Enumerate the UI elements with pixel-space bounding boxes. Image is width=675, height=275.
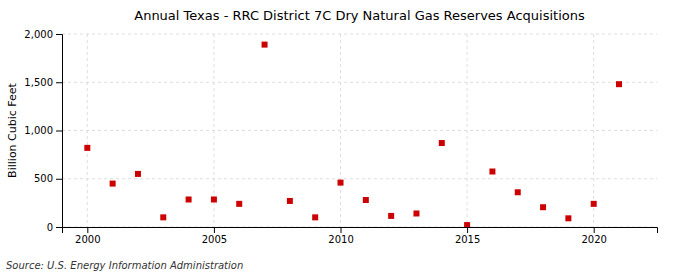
tick-label: 500: [34, 173, 53, 184]
point: [135, 171, 141, 177]
point: [287, 198, 293, 204]
tick: 2005: [202, 227, 227, 245]
point: [489, 169, 495, 175]
x-axis: 2000 2005 2010 2015 2020: [63, 227, 658, 245]
grid-line: [62, 82, 657, 83]
tick: 2015: [455, 227, 480, 245]
tick-mark: [56, 82, 62, 83]
tick-label: 2020: [581, 234, 606, 245]
point: [413, 210, 419, 216]
tick-mark: [56, 179, 62, 180]
tick: 2010: [328, 227, 353, 245]
title: Annual Texas - RRC District 7C Dry Natur…: [134, 8, 585, 23]
tick-mark: [467, 227, 468, 233]
point: [236, 201, 242, 207]
point: [211, 196, 217, 202]
tick: 2000: [75, 227, 100, 245]
grid-line: [62, 130, 657, 131]
point: [616, 81, 622, 87]
tick-label: 2,000: [24, 29, 53, 40]
tick-mark: [214, 227, 215, 233]
tick: 1,000: [24, 125, 62, 136]
point: [540, 204, 546, 210]
point: [515, 189, 521, 195]
grid-line: [62, 178, 657, 179]
tick: 0: [47, 222, 62, 233]
tick-label: 2015: [455, 234, 480, 245]
source-note: Source: U.S. Energy Information Administ…: [6, 260, 243, 271]
point: [110, 181, 116, 187]
plot-area: 2000 2005 2010 2015 2020 0 500 1,000 1,500 2,000: [24, 29, 657, 245]
point: [439, 140, 445, 146]
point: [388, 213, 394, 219]
points: [84, 42, 622, 227]
tick-label: 1,000: [24, 125, 53, 136]
tick-mark: [594, 227, 595, 233]
y-axis: 0 500 1,000 1,500 2,000: [24, 29, 62, 233]
tick: 2020: [581, 227, 606, 245]
chart: 2000 2005 2010 2015 2020 0 500 1,000 1,500 2,000 A…: [0, 0, 675, 275]
tick-mark: [56, 34, 62, 35]
grid-line: [62, 34, 657, 35]
tick-label: 2010: [328, 234, 353, 245]
point: [464, 222, 470, 227]
tick-mark: [341, 227, 342, 233]
point: [338, 180, 344, 186]
point: [160, 214, 166, 220]
tick-mark: [56, 131, 62, 132]
point: [591, 201, 597, 207]
grid: [62, 34, 657, 227]
point: [186, 196, 192, 202]
point: [262, 42, 268, 48]
tick-mark: [56, 227, 62, 228]
axis-line: [56, 35, 63, 228]
tick-mark: [87, 227, 88, 233]
tick: 1,500: [24, 77, 62, 88]
point: [363, 197, 369, 203]
point: [84, 145, 90, 151]
point: [312, 214, 318, 220]
tick-label: 1,500: [24, 77, 53, 88]
grid-line: [593, 34, 594, 227]
tick-label: 2000: [75, 234, 100, 245]
y-axis-title: Billion Cubic Feet: [6, 82, 19, 177]
axis-line: [63, 228, 658, 234]
tick-label: 0: [47, 222, 53, 233]
tick-label: 2005: [202, 234, 227, 245]
point: [565, 215, 571, 221]
tick: 500: [34, 173, 62, 184]
tick: 2,000: [24, 29, 62, 40]
